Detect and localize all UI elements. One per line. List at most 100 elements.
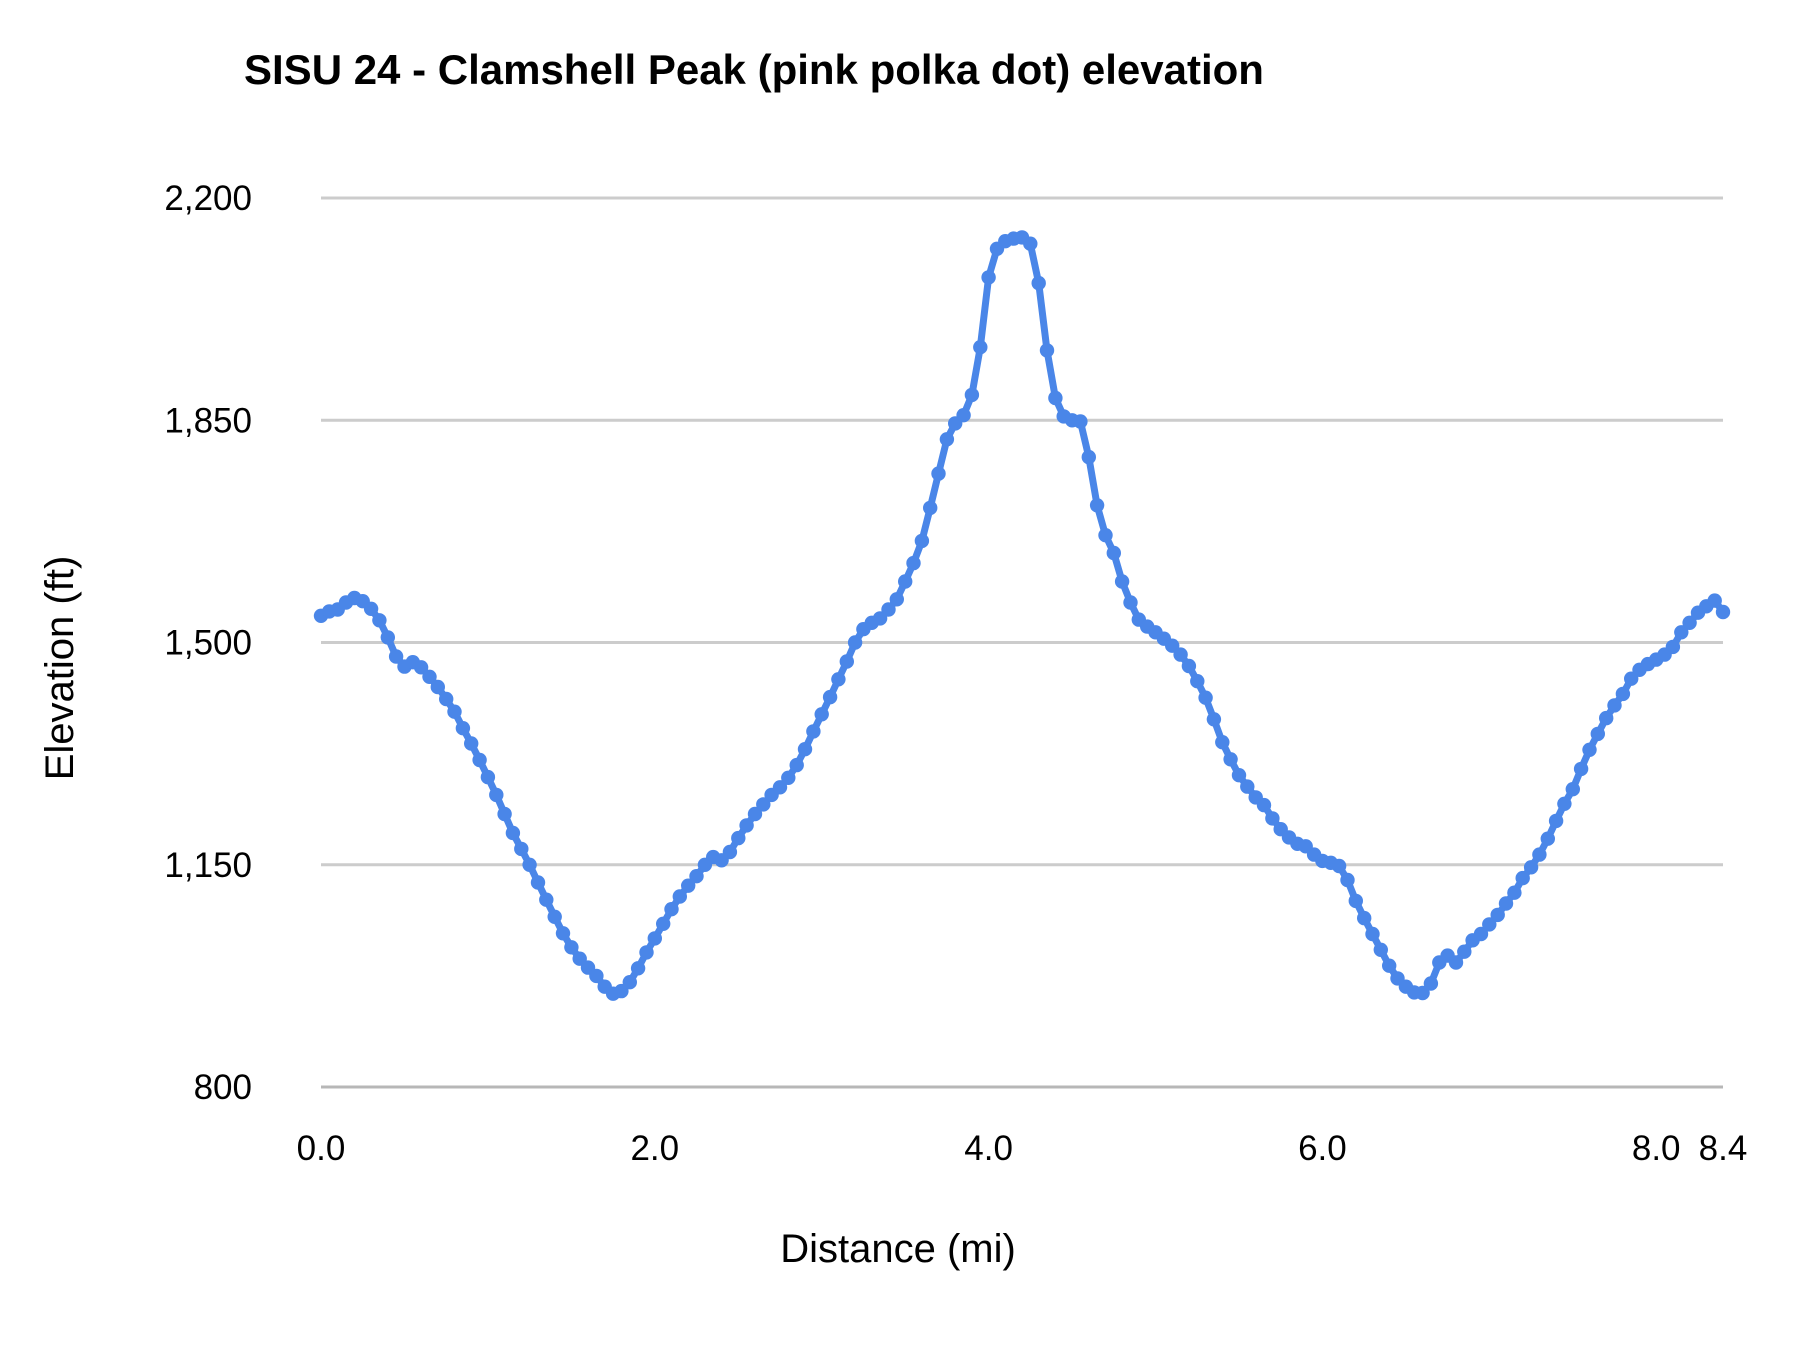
data-point — [956, 408, 971, 423]
data-point — [1682, 615, 1697, 630]
data-point — [447, 704, 462, 719]
data-point — [1198, 690, 1213, 705]
data-point — [1190, 674, 1205, 689]
y-axis-tick-labels: 800 1,150 1,500 1,850 2,200 — [164, 179, 252, 1107]
data-point — [656, 916, 671, 931]
data-point — [1181, 658, 1197, 674]
data-point — [923, 500, 938, 516]
data-point — [881, 602, 896, 617]
data-point — [472, 752, 487, 768]
data-point — [497, 806, 512, 822]
x-tick-label: 0.0 — [297, 1129, 346, 1168]
data-point — [547, 909, 562, 924]
data-point — [1114, 574, 1130, 589]
data-point — [1357, 910, 1372, 926]
y-tick-label: 1,850 — [164, 401, 252, 440]
data-point — [622, 975, 637, 990]
data-point — [1599, 710, 1614, 726]
data-point — [372, 613, 387, 628]
data-point — [1123, 595, 1138, 610]
data-point — [931, 466, 946, 481]
data-point — [1023, 236, 1038, 251]
data-point — [1490, 907, 1505, 923]
data-point — [1482, 917, 1497, 932]
data-point — [539, 892, 554, 907]
data-point — [1048, 390, 1063, 406]
data-point — [973, 340, 988, 355]
data-point — [430, 679, 445, 695]
data-point — [1557, 796, 1572, 811]
chart-title: SISU 24 - Clamshell Peak (pink polka dot… — [244, 46, 1264, 93]
data-point — [522, 857, 537, 872]
data-point — [1707, 593, 1722, 608]
data-point — [1523, 860, 1539, 875]
data-point — [413, 660, 429, 675]
x-tick-label: 4.0 — [964, 1129, 1013, 1168]
data-point — [1373, 942, 1389, 957]
data-point — [731, 830, 746, 846]
data-point — [1031, 275, 1046, 291]
x-tick-label: 6.0 — [1298, 1129, 1347, 1168]
y-tick-label: 800 — [194, 1068, 252, 1107]
data-point — [1382, 958, 1397, 973]
data-point — [422, 669, 437, 684]
data-point — [939, 432, 955, 447]
data-point — [555, 926, 571, 941]
x-tick-label: 8.0 — [1632, 1129, 1681, 1168]
data-point — [1715, 604, 1731, 620]
data-point — [439, 691, 454, 707]
data-point — [1348, 893, 1364, 909]
data-point — [681, 878, 696, 893]
y-tick-label: 2,200 — [164, 179, 252, 218]
data-point — [464, 736, 479, 751]
data-point — [388, 649, 404, 664]
data-point — [639, 945, 654, 960]
data-point — [363, 601, 379, 616]
data-point — [739, 818, 754, 833]
data-point — [1590, 726, 1606, 742]
y-tick-label: 1,500 — [164, 624, 252, 663]
data-point — [1540, 831, 1556, 846]
data-point — [1457, 944, 1472, 959]
data-point — [1607, 698, 1622, 713]
data-point — [505, 825, 521, 841]
data-point — [1106, 545, 1122, 561]
data-point — [1473, 926, 1489, 942]
data-point — [589, 968, 604, 984]
y-tick-label: 1,150 — [164, 846, 252, 885]
data-point — [1173, 647, 1188, 662]
data-point — [1615, 686, 1631, 702]
y-axis-title: Elevation (ft) — [38, 556, 82, 781]
data-point — [1331, 858, 1347, 874]
data-point — [1256, 797, 1272, 813]
data-point — [380, 630, 395, 645]
data-point — [480, 769, 496, 785]
data-point — [1365, 926, 1380, 942]
data-point — [914, 533, 930, 549]
data-point — [1498, 896, 1514, 911]
data-point — [1582, 742, 1597, 757]
data-point — [1073, 414, 1088, 429]
data-point — [1089, 498, 1105, 513]
data-point — [1215, 735, 1230, 750]
data-point — [1415, 985, 1430, 1001]
data-point — [756, 797, 771, 812]
x-axis-tick-labels: 0.0 2.0 4.0 6.0 8.0 8.4 — [297, 1129, 1748, 1168]
data-point — [889, 592, 904, 607]
data-point — [1665, 639, 1681, 655]
data-point — [564, 940, 579, 955]
x-axis-title: Distance (mi) — [780, 1227, 1016, 1271]
data-point — [1206, 712, 1222, 727]
data-point — [664, 902, 679, 917]
data-point — [689, 869, 704, 884]
elevation-data-series — [313, 230, 1731, 1001]
data-point — [822, 689, 838, 705]
data-point — [906, 555, 921, 571]
data-point — [1548, 813, 1564, 829]
data-point — [814, 707, 829, 722]
data-point — [981, 270, 996, 285]
data-point — [1039, 343, 1055, 358]
data-point — [839, 654, 854, 669]
data-point — [898, 574, 913, 589]
